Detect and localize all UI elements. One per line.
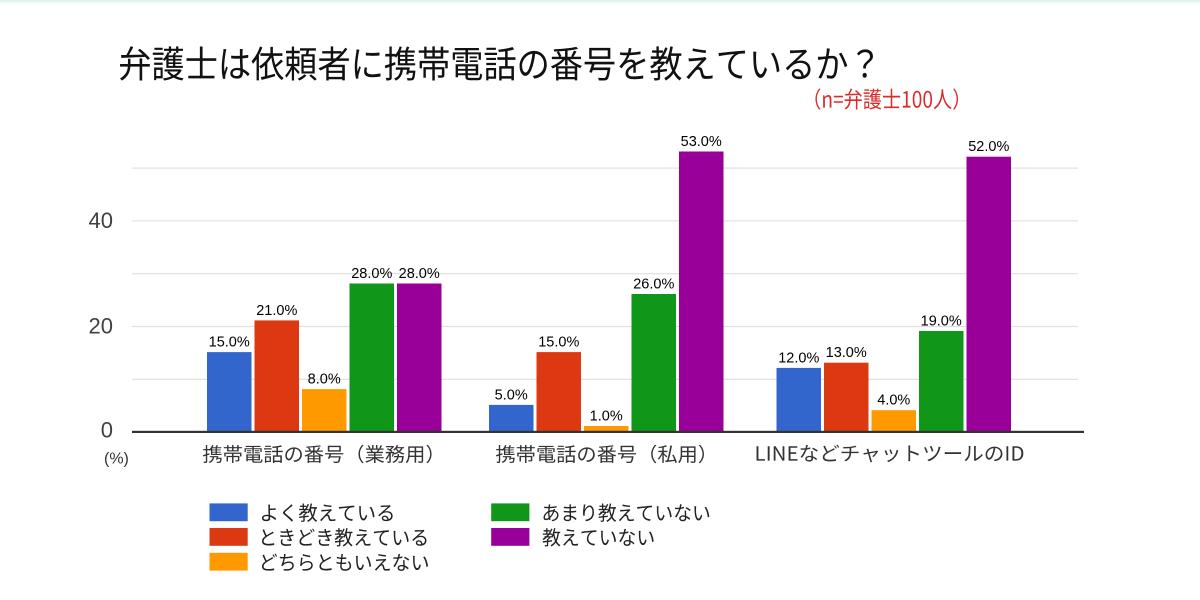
svg-text:5.0%: 5.0%	[495, 387, 528, 403]
svg-text:28.0%: 28.0%	[351, 266, 392, 282]
svg-text:20: 20	[89, 314, 113, 339]
svg-text:8.0%: 8.0%	[308, 372, 341, 388]
svg-text:12.0%: 12.0%	[778, 350, 819, 366]
svg-text:52.0%: 52.0%	[968, 139, 1009, 155]
svg-text:4.0%: 4.0%	[877, 393, 910, 409]
svg-text:28.0%: 28.0%	[399, 266, 440, 282]
svg-text:53.0%: 53.0%	[681, 134, 722, 150]
svg-text:26.0%: 26.0%	[633, 276, 674, 292]
svg-text:15.0%: 15.0%	[538, 335, 579, 351]
svg-text:0: 0	[101, 418, 113, 443]
svg-text:(%): (%)	[104, 451, 129, 468]
svg-text:1.0%: 1.0%	[590, 408, 623, 424]
svg-text:21.0%: 21.0%	[256, 303, 297, 319]
svg-text:15.0%: 15.0%	[209, 335, 250, 351]
svg-text:19.0%: 19.0%	[921, 313, 962, 329]
svg-text:40: 40	[89, 208, 113, 233]
svg-text:13.0%: 13.0%	[826, 345, 867, 361]
